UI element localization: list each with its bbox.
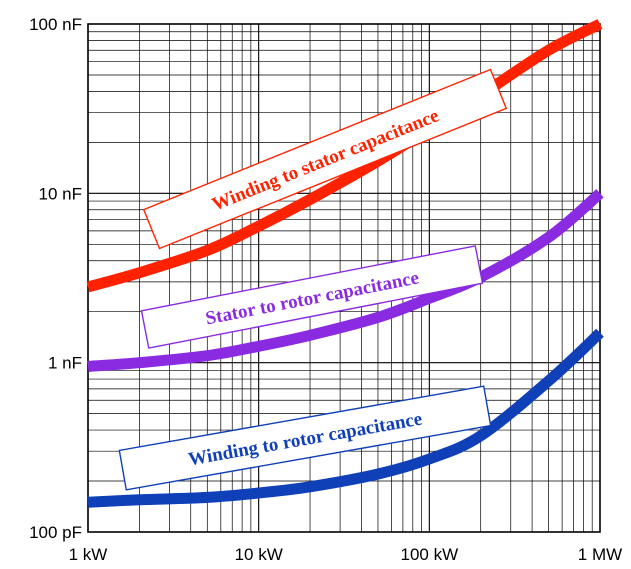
y-tick-label: 100 pF [29, 523, 82, 542]
annotation-box [118, 385, 492, 491]
x-tick-label: 10 kW [235, 545, 283, 564]
y-tick-label: 1 nF [48, 354, 82, 373]
series-line-winding-to-rotor [87, 328, 604, 508]
y-axis-tick-labels: 100 pF 1 nF 10 nF 100 nF [29, 15, 82, 542]
x-tick-label: 1 kW [69, 545, 108, 564]
annotation-box [140, 245, 484, 349]
x-tick-label: 1 MW [578, 545, 622, 564]
annotation-box [142, 68, 508, 250]
plot-frame [87, 23, 601, 533]
series-line-winding-to-stator [86, 19, 603, 293]
series-line-stator-to-rotor [87, 189, 604, 372]
x-axis-tick-labels: 1 kW 10 kW 100 kW 1 MW [69, 545, 623, 564]
x-tick-label: 100 kW [401, 545, 459, 564]
y-tick-label: 100 nF [29, 15, 82, 34]
series-layer [86, 19, 604, 508]
y-tick-label: 10 nF [39, 184, 82, 203]
